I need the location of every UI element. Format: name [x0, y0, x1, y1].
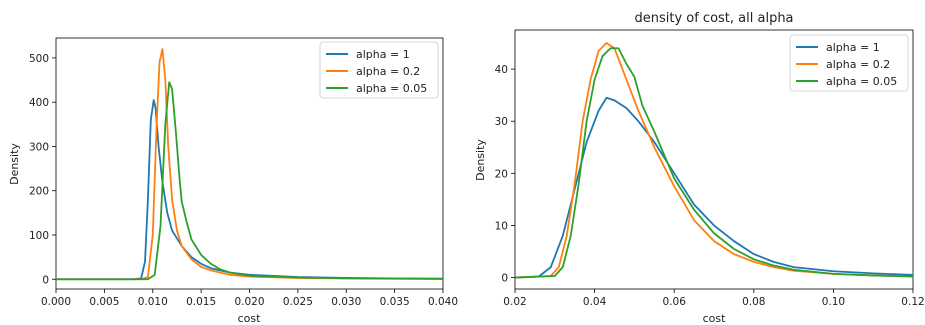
- chart-right-x-tick-label: 0.10: [822, 296, 845, 308]
- chart-right-x-tick-label: 0.12: [901, 296, 924, 308]
- chart-left-series-line-alpha-0-05: [56, 81, 443, 281]
- chart-left-y-tick-label: 400: [29, 97, 49, 109]
- chart-left-legend-entries: alpha = 1 alpha = 0.2 alpha = 0.05: [326, 48, 427, 95]
- chart-left-y-axis-label: Density: [8, 143, 21, 185]
- chart-right-x-ticks: 0.02 0.04 0.06 0.08 0.10 0.12: [503, 289, 925, 308]
- chart-right-y-tick-label: 20: [495, 168, 508, 180]
- chart-right-y-ticks: 0 10 20 30 40: [495, 64, 515, 285]
- chart-right-series-line-alpha-0-2: [515, 42, 913, 279]
- chart-left-x-tick-label: 0.025: [283, 296, 313, 308]
- chart-right-x-axis-label: cost: [703, 312, 727, 325]
- chart-left-legend-box: [319, 41, 439, 99]
- chart-left-x-tick-label: 0.020: [234, 296, 264, 308]
- chart-right-x-tick-label: 0.04: [583, 296, 607, 308]
- chart-right-title: density of cost, all alpha: [634, 11, 793, 26]
- chart-left-y-tick-label: 0: [42, 274, 49, 286]
- chart-right-series: [515, 42, 913, 279]
- chart-left-x-axis-label: cost: [238, 312, 262, 325]
- chart-left-x-tick-label: 0.005: [89, 296, 119, 308]
- chart-right-y-tick-label: 40: [495, 64, 508, 76]
- chart-right-series-line-alpha-1: [515, 96, 913, 279]
- chart-left-legend-label: alpha = 0.05: [356, 82, 427, 95]
- chart-left-legend: alpha = 1 alpha = 0.2 alpha = 0.05: [319, 41, 439, 99]
- chart-right-legend-box: [789, 34, 909, 92]
- chart-right-x-tick-label: 0.06: [663, 296, 687, 308]
- chart-left-x-tick-label: 0.040: [428, 296, 458, 308]
- chart-left-x-ticks: 0.000 0.005 0.010 0.015 0.020 0.025 0.030 0.035…: [41, 289, 458, 308]
- chart-left-series: [56, 48, 443, 281]
- chart-left-legend-label: alpha = 1: [356, 48, 410, 61]
- chart-right-y-tick-label: 10: [495, 220, 508, 232]
- chart-left-x-tick-label: 0.015: [186, 296, 216, 308]
- chart-right-y-axis-label: Density: [474, 139, 487, 181]
- chart-right-legend-entries: alpha = 1 alpha = 0.2 alpha = 0.05: [796, 41, 897, 88]
- chart-right-legend-label: alpha = 0.05: [826, 75, 897, 88]
- chart-right-y-tick-label: 30: [495, 116, 508, 128]
- chart-left-x-tick-label: 0.030: [331, 296, 361, 308]
- chart-right-x-tick-label: 0.02: [503, 296, 526, 308]
- chart-left-y-ticks: 0 100 200 300 400 500: [29, 53, 56, 286]
- chart-left-y-tick-label: 500: [29, 53, 49, 65]
- chart-left-legend-label: alpha = 0.2: [356, 65, 420, 78]
- chart-left-x-tick-label: 0.010: [138, 296, 168, 308]
- chart-right-y-tick-label: 0: [501, 273, 508, 285]
- chart-right-legend: alpha = 1 alpha = 0.2 alpha = 0.05: [789, 34, 909, 92]
- chart-left-x-tick-label: 0.035: [380, 296, 410, 308]
- chart-left: 0.000 0.005 0.010 0.015 0.020 0.025 0.030 0.035…: [8, 37, 458, 325]
- chart-left-x-tick-label: 0.000: [41, 296, 71, 308]
- chart-left-y-tick-label: 300: [29, 141, 49, 153]
- chart-right: density of cost, all alpha 0.02 0.04 0.06 0…: [474, 11, 925, 325]
- chart-right-series-line-alpha-0-05: [515, 47, 913, 279]
- chart-right-legend-label: alpha = 1: [826, 41, 880, 54]
- chart-left-series-line-alpha-0-2: [56, 48, 443, 281]
- chart-right-legend-label: alpha = 0.2: [826, 58, 890, 71]
- chart-left-y-tick-label: 200: [29, 186, 49, 198]
- chart-right-x-tick-label: 0.08: [742, 296, 765, 308]
- chart-left-y-tick-label: 100: [29, 230, 49, 242]
